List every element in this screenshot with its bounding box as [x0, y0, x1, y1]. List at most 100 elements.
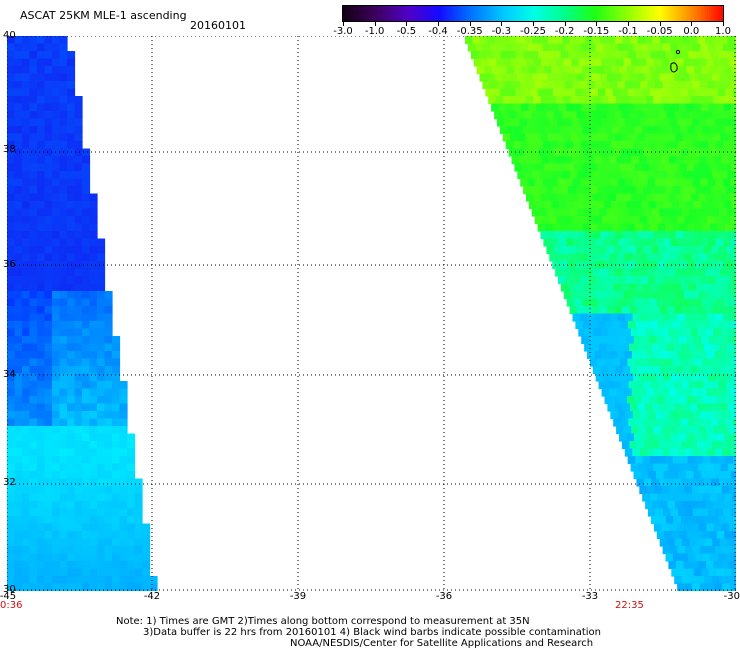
colorbar-segment — [351, 6, 354, 21]
colorbar-segment — [643, 6, 646, 21]
colorbar-segment — [597, 6, 600, 21]
colorbar-segment — [589, 6, 592, 21]
colorbar-segment — [407, 6, 410, 21]
colorbar-segment — [365, 6, 368, 21]
colorbar-segment — [715, 6, 718, 21]
colorbar-segment — [419, 6, 422, 21]
colorbar-segment — [515, 6, 518, 21]
map-title: ASCAT 25KM MLE-1 ascending — [20, 9, 187, 22]
colorbar-segment — [603, 6, 606, 21]
colorbar-segment — [397, 6, 400, 21]
colorbar-tick — [374, 22, 376, 26]
colorbar-segment — [565, 6, 568, 21]
colorbar-segment — [619, 6, 622, 21]
colorbar-segment — [591, 6, 594, 21]
colorbar-segment — [625, 6, 628, 21]
colorbar-segment — [389, 6, 392, 21]
colorbar-segment — [371, 6, 374, 21]
colorbar-segment — [677, 6, 680, 21]
colorbar-segment — [375, 6, 378, 21]
colorbar-segment — [483, 6, 486, 21]
graticule — [7, 36, 736, 591]
colorbar-segment — [617, 6, 620, 21]
colorbar-tick-label: -1.0 — [364, 26, 385, 37]
colorbar-segment — [425, 6, 428, 21]
colorbar-segment — [429, 6, 432, 21]
colorbar-segment — [435, 6, 438, 21]
lon-label: -30 — [723, 591, 740, 602]
colorbar-segment — [631, 6, 634, 21]
colorbar-segment — [441, 6, 444, 21]
lat-label: 36 — [3, 259, 16, 270]
colorbar-segment — [495, 6, 498, 21]
colorbar-tick-label: 0.0 — [683, 26, 700, 37]
colorbar-segment — [545, 6, 548, 21]
colorbar-tick-label: -3.0 — [333, 26, 353, 37]
colorbar-segment — [685, 6, 688, 21]
colorbar-segment — [491, 6, 494, 21]
colorbar-segment — [607, 6, 610, 21]
colorbar-segment — [497, 6, 500, 21]
colorbar-segment — [609, 6, 612, 21]
colorbar-segment — [629, 6, 632, 21]
colorbar-segment — [721, 6, 723, 21]
colorbar-segment — [599, 6, 602, 21]
colorbar-tick-label: -0.15 — [583, 26, 610, 37]
colorbar-segment — [467, 6, 470, 21]
colorbar-segment — [651, 6, 654, 21]
colorbar-tick — [438, 22, 439, 26]
colorbar-segment — [391, 6, 394, 21]
colorbar-segment — [623, 6, 626, 21]
colorbar-segment — [673, 6, 676, 21]
colorbar-segment — [423, 6, 426, 21]
colorbar-segment — [367, 6, 370, 21]
colorbar-segment — [481, 6, 484, 21]
colorbar-segment — [585, 6, 588, 21]
colorbar-segment — [399, 6, 402, 21]
colorbar-segment — [379, 6, 382, 21]
colorbar-segment — [513, 6, 516, 21]
colorbar-segment — [447, 6, 450, 21]
colorbar-segment — [633, 6, 636, 21]
lat-label: 30 — [3, 584, 16, 595]
colorbar-segment — [531, 6, 534, 21]
colorbar-segment — [679, 6, 682, 21]
colorbar-segment — [687, 6, 690, 21]
colorbar-tick — [343, 22, 344, 26]
colorbar-segment — [645, 6, 648, 21]
colorbar-segment — [639, 6, 642, 21]
colorbar-segment — [427, 6, 430, 21]
colorbar-segment — [699, 6, 702, 21]
colorbar-segment — [517, 6, 520, 21]
colorbar-segment — [453, 6, 456, 21]
swath-map — [7, 36, 736, 591]
colorbar-segment — [507, 6, 510, 21]
note-line-2: 3)Data buffer is 22 hrs from 20160101 4)… — [143, 627, 601, 638]
colorbar-segment — [663, 6, 666, 21]
colorbar-segment — [701, 6, 704, 21]
colorbar-segment — [439, 6, 442, 21]
island-outline — [670, 62, 678, 73]
colorbar-segment — [417, 6, 420, 21]
colorbar-segment — [393, 6, 396, 21]
colorbar-segment — [611, 6, 614, 21]
colorbar-segment — [647, 6, 650, 21]
colorbar-segment — [587, 6, 590, 21]
lon-label: -42 — [143, 591, 161, 602]
note-line-3: NOAA/NESDIS/Center for Satellite Applica… — [290, 638, 594, 649]
colorbar-segment — [705, 6, 708, 21]
colorbar-segment — [421, 6, 424, 21]
colorbar-segment — [601, 6, 604, 21]
colorbar-segment — [561, 6, 564, 21]
colorbar-segment — [411, 6, 414, 21]
colorbar-segment — [381, 6, 384, 21]
colorbar-segment — [613, 6, 616, 21]
colorbar-segment — [571, 6, 574, 21]
colorbar-segment — [505, 6, 508, 21]
note-line-1: Note: 1) Times are GMT 2)Times along bot… — [116, 616, 530, 627]
swath-cells — [7, 36, 736, 591]
colorbar-segment — [537, 6, 540, 21]
colorbar-segment — [627, 6, 630, 21]
colorbar-segment — [579, 6, 582, 21]
colorbar-segment — [577, 6, 580, 21]
